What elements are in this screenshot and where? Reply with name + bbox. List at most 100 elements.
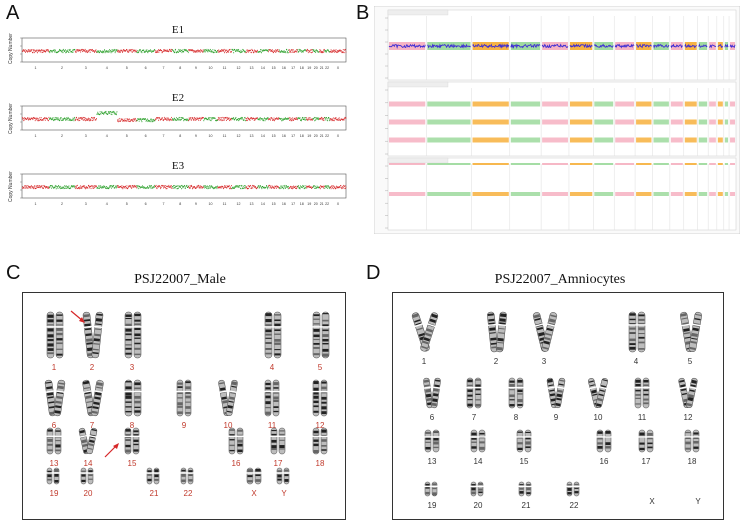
panel-label-a: A bbox=[6, 2, 20, 24]
chromosome-pair bbox=[566, 481, 580, 497]
chromosome-label-7: 7 bbox=[89, 421, 95, 430]
chromosome-segment-7 bbox=[154, 184, 173, 190]
x-tick-label: 12 bbox=[237, 202, 241, 206]
chromosome-segment-11 bbox=[217, 184, 232, 190]
chromosome-label-15: 15 bbox=[127, 459, 137, 468]
chromosome-pair bbox=[312, 379, 328, 417]
chromosome-segment-15 bbox=[268, 49, 280, 54]
chromosome-label-12: 12 bbox=[315, 421, 325, 430]
chromosome-label-9: 9 bbox=[553, 413, 559, 422]
x-tick-label: 2 bbox=[61, 134, 63, 138]
allele-band bbox=[427, 119, 471, 125]
x-tick-label: 3 bbox=[85, 134, 87, 138]
chromosome-pair bbox=[411, 312, 439, 352]
allele-band bbox=[569, 137, 593, 143]
cnv-signal-line bbox=[724, 43, 729, 48]
chromosome-label-Y: Y bbox=[281, 489, 287, 498]
allele-band bbox=[730, 137, 735, 143]
panel-label-d: D bbox=[366, 262, 381, 284]
band-segment bbox=[636, 42, 652, 50]
panel-label-c: C bbox=[6, 262, 21, 284]
x-tick-label: 16 bbox=[282, 202, 286, 206]
allele-band bbox=[389, 101, 426, 107]
x-tick-label: 5 bbox=[126, 134, 128, 138]
x-tick-label: 19 bbox=[307, 134, 311, 138]
cnv-signal-line bbox=[729, 44, 736, 49]
chromosome-pair bbox=[78, 427, 98, 455]
allele-band bbox=[730, 119, 735, 125]
chromosome-segment-5 bbox=[117, 117, 137, 123]
x-tick-label: 14 bbox=[261, 66, 265, 70]
x-tick-label: 2 bbox=[61, 202, 63, 206]
chromosome-pair bbox=[146, 467, 160, 485]
chromosome-label-17: 17 bbox=[273, 459, 283, 468]
band-segment bbox=[717, 192, 723, 196]
chromosome-pair bbox=[80, 467, 94, 485]
allele-band bbox=[594, 137, 614, 143]
chromosome-segment-14 bbox=[257, 185, 269, 190]
allele-band bbox=[472, 137, 509, 143]
band-segment bbox=[569, 42, 593, 50]
chromosome-segment-X bbox=[329, 48, 347, 54]
x-tick-label: 3 bbox=[85, 66, 87, 70]
x-tick-label: 9 bbox=[195, 134, 197, 138]
chromosome-segment-X bbox=[329, 184, 347, 190]
track-header bbox=[387, 157, 449, 164]
chromosome-label-1: 1 bbox=[51, 363, 57, 372]
track-header bbox=[387, 81, 449, 88]
band-segment bbox=[698, 192, 708, 196]
chromosome-pair bbox=[680, 311, 702, 353]
band-segment bbox=[542, 192, 568, 196]
band-segment bbox=[615, 192, 635, 196]
chromosome-segment-15 bbox=[268, 117, 280, 122]
cnv-signal-line bbox=[388, 43, 426, 49]
chromosome-segment-13 bbox=[245, 116, 258, 122]
chromosome-segment-15 bbox=[268, 184, 280, 189]
chromosome-pair bbox=[470, 429, 486, 453]
chromosome-label-2: 2 bbox=[89, 363, 95, 372]
chromosome-pair bbox=[588, 378, 608, 408]
allele-band bbox=[670, 101, 683, 107]
x-tick-label: 6 bbox=[145, 134, 147, 138]
ylabel-e1: Copy Number bbox=[8, 33, 14, 64]
x-tick-label: 10 bbox=[208, 202, 212, 206]
band-segment bbox=[636, 192, 652, 196]
chromosome-segment-16 bbox=[279, 48, 290, 54]
chromosome-label-5: 5 bbox=[687, 357, 693, 366]
chromosome-segment-17 bbox=[288, 49, 298, 54]
band-segment bbox=[389, 192, 426, 196]
x-tick-label: 18 bbox=[300, 202, 304, 206]
chromosome-segment-1 bbox=[22, 184, 50, 190]
chromosome-segment-11 bbox=[217, 116, 232, 122]
chromosome-segment-4 bbox=[96, 48, 118, 54]
cnv-signal-line bbox=[684, 43, 697, 49]
chromosome-segment-8 bbox=[172, 48, 189, 54]
chromosome-segment-5 bbox=[117, 184, 137, 190]
karyogram-title-amniocytes: PSJ22007_Amniocytes bbox=[494, 272, 626, 287]
chromosome-segment-3 bbox=[74, 184, 97, 190]
chromosome-segment-8 bbox=[172, 184, 189, 190]
x-tick-label: 1 bbox=[35, 134, 37, 138]
band-segment bbox=[427, 192, 471, 196]
chromosome-label-4: 4 bbox=[269, 363, 275, 372]
x-tick-label: 20 bbox=[314, 202, 318, 206]
chromosome-label-18: 18 bbox=[687, 457, 697, 466]
x-tick-label: 1 bbox=[35, 66, 37, 70]
panel-b-cnv-browser bbox=[374, 6, 740, 234]
chromosome-label-X: X bbox=[649, 497, 655, 506]
chromosome-label-22: 22 bbox=[569, 501, 579, 510]
x-tick-label: 21 bbox=[320, 134, 324, 138]
chromosome-pair bbox=[228, 427, 244, 455]
band-segment bbox=[653, 192, 669, 196]
cnv-plot-e3: 1 2 3 4 5 6 7 8 9 10 11 12 13 14 15 16 17 18 19 20 21 22 X bbox=[18, 172, 348, 208]
chromosome-pair bbox=[46, 311, 64, 359]
allele-band bbox=[389, 137, 426, 143]
chromosome-pair bbox=[312, 427, 328, 455]
x-tick-label: 14 bbox=[261, 134, 265, 138]
chromosome-segment-1 bbox=[22, 116, 50, 122]
chromosome-pair bbox=[516, 429, 532, 453]
chromosome-pair bbox=[44, 379, 66, 417]
allele-band bbox=[684, 119, 697, 125]
x-tick-label: X bbox=[337, 202, 340, 206]
allele-band bbox=[472, 101, 509, 107]
